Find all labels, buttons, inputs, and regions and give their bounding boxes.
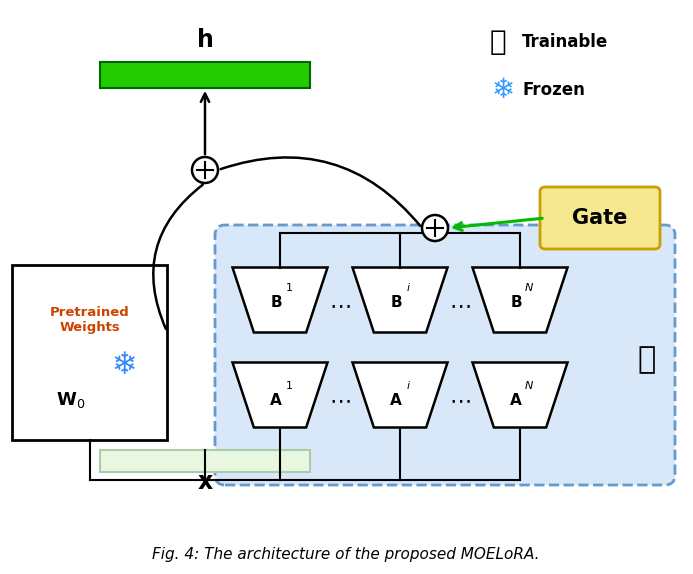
Text: $\mathit{1}$: $\mathit{1}$ <box>285 379 293 391</box>
Text: Frozen: Frozen <box>522 81 585 99</box>
Text: $\mathit{N}$: $\mathit{N}$ <box>524 379 534 391</box>
Text: $\mathbf{W}_0$: $\mathbf{W}_0$ <box>56 390 85 410</box>
FancyBboxPatch shape <box>215 225 675 485</box>
FancyBboxPatch shape <box>100 62 310 88</box>
Text: $\cdots$: $\cdots$ <box>329 295 351 315</box>
Text: 🔥: 🔥 <box>490 28 507 56</box>
Text: ❄: ❄ <box>111 351 137 379</box>
FancyBboxPatch shape <box>100 450 310 472</box>
FancyBboxPatch shape <box>540 187 660 249</box>
Text: $\mathit{i}$: $\mathit{i}$ <box>407 281 412 293</box>
Text: Trainable: Trainable <box>522 33 608 51</box>
Polygon shape <box>232 363 328 428</box>
Text: $\mathbf{A}$: $\mathbf{A}$ <box>509 392 523 408</box>
Text: ❄: ❄ <box>492 76 516 104</box>
Circle shape <box>422 215 448 241</box>
Text: $\mathbf{A}$: $\mathbf{A}$ <box>389 392 403 408</box>
Text: Fig. 4: The architecture of the proposed MOELoRA.: Fig. 4: The architecture of the proposed… <box>152 548 540 563</box>
Text: $\mathbf{B}$: $\mathbf{B}$ <box>389 294 402 310</box>
Circle shape <box>192 157 218 183</box>
Text: $\mathit{N}$: $\mathit{N}$ <box>524 281 534 293</box>
Polygon shape <box>473 267 568 332</box>
Polygon shape <box>232 267 328 332</box>
Text: 🔥: 🔥 <box>638 346 656 374</box>
Text: $\cdots$: $\cdots$ <box>449 295 471 315</box>
Polygon shape <box>353 267 448 332</box>
Text: Gate: Gate <box>572 208 628 228</box>
FancyBboxPatch shape <box>12 265 167 440</box>
Text: $\mathbf{A}$: $\mathbf{A}$ <box>269 392 283 408</box>
Text: $\mathit{1}$: $\mathit{1}$ <box>285 281 293 293</box>
Text: $\mathit{i}$: $\mathit{i}$ <box>407 379 412 391</box>
FancyArrowPatch shape <box>153 185 203 329</box>
Polygon shape <box>353 363 448 428</box>
FancyArrowPatch shape <box>220 157 420 226</box>
Text: $\mathbf{B}$: $\mathbf{B}$ <box>270 294 282 310</box>
Text: $\mathbf{x}$: $\mathbf{x}$ <box>197 470 213 494</box>
Text: $\mathbf{B}$: $\mathbf{B}$ <box>510 294 523 310</box>
Text: $\mathbf{h}$: $\mathbf{h}$ <box>197 28 213 52</box>
Text: Pretrained
Weights: Pretrained Weights <box>50 306 130 334</box>
Text: $\cdots$: $\cdots$ <box>329 390 351 410</box>
Polygon shape <box>473 363 568 428</box>
Text: $\cdots$: $\cdots$ <box>449 390 471 410</box>
